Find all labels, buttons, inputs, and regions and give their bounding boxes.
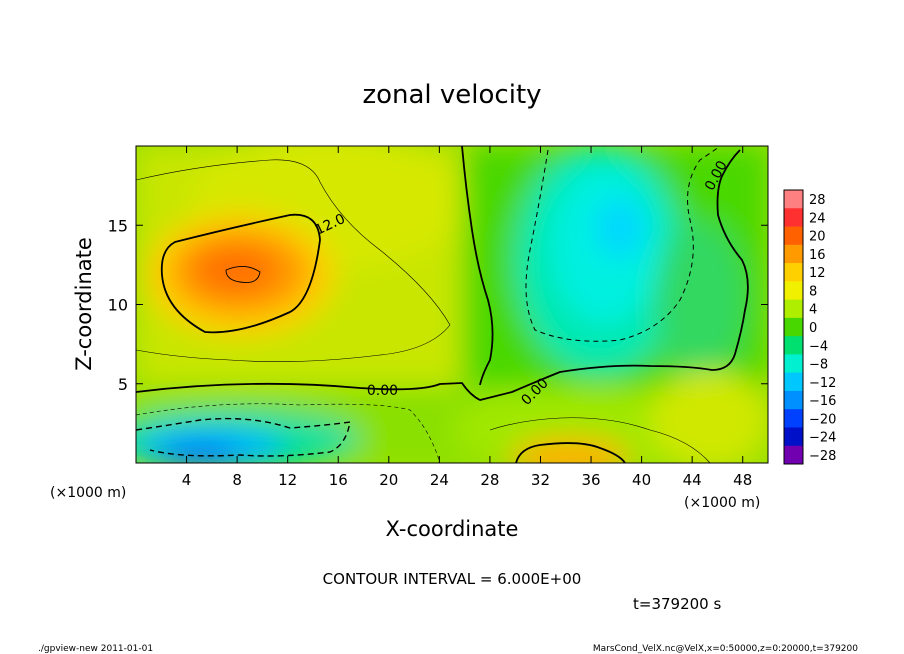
colorbar-swatch [784,372,803,392]
colorbar-label: 28 [809,193,826,208]
colorbar-swatch [784,354,803,374]
contour-zero-vertical [461,146,494,386]
colorbar-swatch [784,226,803,246]
colorbar-label: −12 [809,376,836,391]
colorbar-label: 4 [809,303,817,318]
contour-12 [160,213,321,334]
x-tick-label: 24 [430,471,449,489]
z-axis-label: Z-coordinate [72,237,96,371]
footer-right: MarsCond_VelX.nc@VelX,x=0:50000,z=0:2000… [593,644,858,654]
x-tick-label: 8 [232,471,242,489]
plot-area: 12.00.00 0.000.00 [136,146,768,463]
colorbar-label: 0 [809,321,817,336]
contour-neg6-right [525,146,721,342]
contour-6 [136,159,451,362]
contour-zero [136,149,749,401]
x-unit-right: (×1000 m) [684,495,760,511]
contour-lines [136,146,749,463]
z-ticks: 5 10 15 [108,216,768,394]
x-tick-label: 4 [182,471,192,489]
contour-18 [225,266,261,283]
colorbar-label: −4 [809,339,828,354]
time-text: t=379200 s [633,595,721,613]
contour-12-bottom [515,442,626,463]
colorbar-swatch [784,190,803,209]
colorbar-swatch [784,336,803,355]
colorbar-label: 12 [809,266,826,281]
colorbar-swatch [784,317,803,337]
colorbar-swatch [784,281,803,301]
colorbar-label: −20 [809,412,836,427]
velocity-field [136,146,768,463]
colorbar-label: −28 [809,449,836,464]
colorbar-label: 24 [809,211,826,226]
colorbar-label: −24 [809,431,836,446]
contour-6-bottom [489,417,711,463]
x-tick-label: 48 [733,471,752,489]
colorbar-label: 8 [809,284,817,299]
x-tick-label: 44 [683,471,702,489]
colorbar-swatch [784,409,803,428]
colorbar-swatch [784,445,803,465]
colorbar-frame [783,189,804,465]
colorbar-swatch [784,263,803,282]
contour-neg6 [136,417,351,457]
contour-interval-text: CONTOUR INTERVAL = 6.000E+00 [323,570,582,588]
chart-title: zonal velocity [362,80,541,110]
x-tick-label: 16 [329,471,348,489]
x-axis-label: X-coordinate [386,517,519,541]
x-tick-label: 32 [531,471,550,489]
colorbar-label: 20 [809,230,826,245]
colorbar-swatch [784,208,803,228]
colorbar-label: 16 [809,248,826,263]
z-tick-label: 10 [108,296,128,315]
x-tick-label: 28 [480,471,499,489]
footer-left: ./gpview-new 2011-01-01 [38,644,153,654]
x-tick-label: 36 [581,471,600,489]
x-tick-label: 12 [278,471,297,489]
contour-neg3 [136,403,441,463]
colorbar-label: −16 [809,394,836,409]
x-ticks: 4 8 12 16 20 24 28 32 36 40 44 48 [182,146,752,489]
z-tick-label: 15 [108,216,128,235]
z-tick-label: 5 [118,375,128,394]
contour-label: 0.00 [367,383,398,399]
colorbar-swatch [784,244,803,264]
colorbar-swatch [784,299,803,319]
x-unit-left: (×1000 m) [50,485,126,501]
colorbar-swatch [784,390,803,410]
colorbar-swatch [784,427,803,447]
colorbar: 28 24 20 16 12 8 4 0 −4 −8 −12 −16 −20 −24 −28 [783,189,836,465]
x-tick-label: 20 [379,471,398,489]
colorbar-label: −8 [809,358,828,373]
x-tick-label: 40 [632,471,651,489]
